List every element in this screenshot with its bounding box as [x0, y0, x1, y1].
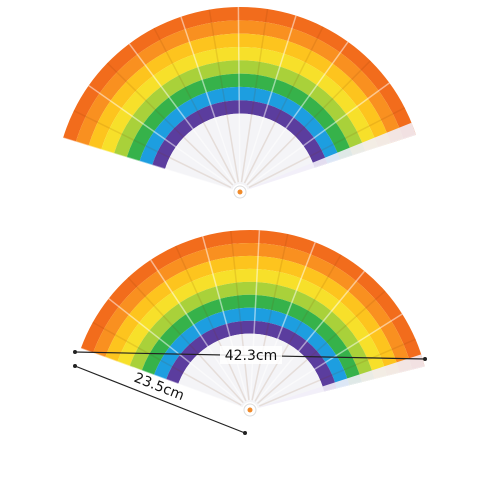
fan-band — [75, 20, 404, 146]
fan-band — [88, 33, 391, 150]
fan-rib — [108, 297, 243, 405]
fan-band — [93, 242, 413, 373]
fan-band — [141, 294, 362, 386]
fan-band — [153, 307, 350, 389]
fan-rib — [106, 62, 234, 186]
depth-end — [243, 431, 247, 435]
fans — [62, 6, 425, 417]
fan-rib — [62, 137, 231, 190]
fan-guard — [259, 354, 425, 408]
fan-rib — [153, 27, 237, 184]
fan-rib — [230, 230, 250, 401]
fan-rivet — [237, 189, 243, 195]
fan-rib — [88, 84, 233, 187]
fan-rib — [150, 259, 246, 403]
fan-frame — [178, 333, 325, 409]
depth-label-bg — [126, 367, 192, 407]
fan-rib — [258, 338, 416, 407]
fan-rib — [237, 7, 241, 183]
width-end — [423, 357, 427, 361]
fan-rib — [252, 241, 316, 401]
fan-band — [114, 60, 366, 158]
fan-rib — [201, 236, 249, 401]
fan-guard — [249, 122, 416, 189]
fan-band — [129, 281, 375, 383]
fan-rib — [251, 233, 289, 401]
fan-band — [101, 46, 378, 154]
fan-rib — [180, 16, 238, 183]
fan-rib — [254, 254, 342, 402]
fan-band — [105, 255, 400, 376]
fan-rib — [258, 313, 403, 406]
fan-rib — [208, 9, 240, 183]
fan-band — [126, 73, 353, 162]
fan-rib — [246, 60, 371, 186]
fan-rib — [243, 26, 324, 184]
fan-rib — [248, 107, 406, 189]
fan-rib — [257, 290, 386, 404]
fan-rib — [127, 277, 244, 404]
fan-rib — [245, 41, 349, 185]
fan-band — [63, 6, 416, 142]
fan-band — [139, 86, 340, 166]
width-label: 42.3cm — [225, 348, 278, 364]
fan-band — [80, 229, 425, 370]
fan-band — [152, 100, 328, 170]
fan-rib — [73, 110, 232, 189]
width-end — [73, 350, 77, 354]
fan-band — [117, 268, 387, 379]
fan-rib — [240, 8, 269, 183]
fan-rib — [128, 43, 235, 185]
fan-rib — [92, 321, 242, 406]
fan-rib — [247, 82, 390, 187]
fan-rib — [242, 15, 297, 183]
fan-rib — [80, 347, 241, 408]
depth-line — [74, 365, 246, 434]
fan-rib — [249, 230, 261, 401]
fan-rivet — [247, 407, 253, 413]
fan-rib — [255, 270, 366, 403]
depth-end — [73, 364, 77, 368]
width-label-bg — [220, 346, 282, 364]
fan-rib — [175, 245, 247, 402]
fan-band — [166, 320, 337, 392]
